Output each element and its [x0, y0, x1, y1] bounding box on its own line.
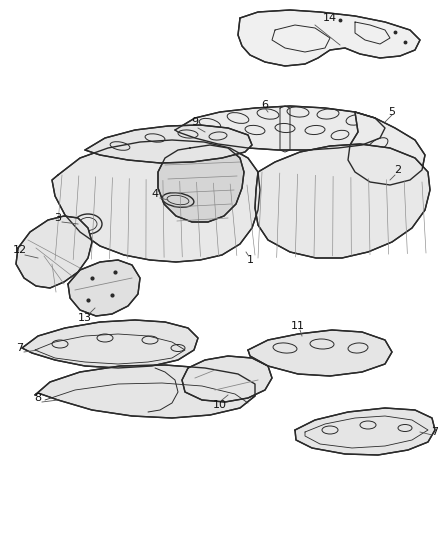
Polygon shape	[16, 216, 92, 288]
Text: 14: 14	[322, 13, 336, 23]
Text: 8: 8	[34, 393, 42, 403]
Polygon shape	[175, 106, 384, 150]
Text: 9: 9	[191, 117, 198, 127]
Text: 12: 12	[13, 245, 27, 255]
Polygon shape	[182, 356, 272, 402]
Polygon shape	[52, 140, 259, 262]
Text: 1: 1	[246, 255, 253, 265]
Polygon shape	[347, 112, 424, 185]
Polygon shape	[247, 330, 391, 376]
Polygon shape	[35, 365, 254, 418]
Polygon shape	[158, 145, 244, 222]
Text: 13: 13	[78, 313, 92, 323]
Text: 3: 3	[54, 213, 61, 223]
Polygon shape	[22, 320, 198, 368]
Text: 5: 5	[388, 107, 395, 117]
Polygon shape	[85, 125, 251, 163]
Text: 7: 7	[431, 427, 438, 437]
Text: 6: 6	[261, 100, 268, 110]
Text: 2: 2	[393, 165, 401, 175]
Polygon shape	[254, 144, 429, 258]
Text: 7: 7	[16, 343, 24, 353]
Polygon shape	[68, 260, 140, 316]
Text: 10: 10	[212, 400, 226, 410]
Text: 4: 4	[151, 189, 158, 199]
Polygon shape	[237, 10, 419, 66]
Text: 11: 11	[290, 321, 304, 331]
Polygon shape	[294, 408, 434, 455]
